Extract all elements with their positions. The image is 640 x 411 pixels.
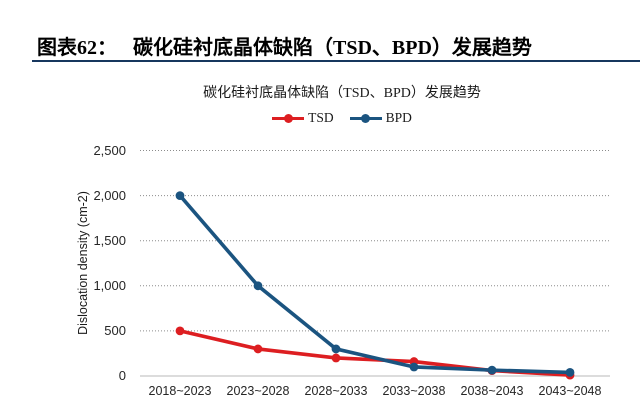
x-tick-label: 2043~2048 — [538, 384, 602, 398]
y-tick-label: 2,500 — [93, 142, 126, 158]
y-tick-label: 1,500 — [93, 232, 126, 248]
chart-title: 碳化硅衬底晶体缺陷（TSD、BPD）发展趋势 — [203, 86, 481, 101]
bpd-point — [331, 344, 341, 354]
x-tick-label: 2028~2033 — [304, 384, 368, 398]
x-tick-label: 2038~2043 — [460, 384, 524, 398]
figure-header: 图表62： 碳化硅衬底晶体缺陷（TSD、BPD）发展趋势 — [37, 31, 532, 60]
bpd-point — [565, 367, 575, 377]
legend-dot — [283, 113, 293, 123]
bpd-point — [409, 362, 419, 372]
bpd-point — [253, 281, 263, 291]
y-tick-label: 2,000 — [93, 187, 126, 203]
header-underline — [32, 60, 640, 62]
legend-label: BPD — [385, 110, 412, 125]
bpd-point — [175, 191, 185, 201]
tsd-line — [179, 329, 571, 377]
legend-item-tsd: TSD — [272, 110, 334, 126]
x-tick-label: 2018~2023 — [148, 384, 212, 398]
chart-legend: TSD BPD — [80, 110, 604, 126]
tsd-point — [253, 344, 263, 354]
figure-title: 碳化硅衬底晶体缺陷（TSD、BPD）发展趋势 — [133, 37, 532, 59]
x-tick-label: 2033~2038 — [382, 384, 446, 398]
tsd-point — [175, 326, 185, 336]
bpd-line — [178, 194, 571, 375]
bpd-point — [487, 365, 497, 375]
legend-marker-icon — [272, 112, 305, 124]
figure-number-label: 图表62： — [37, 37, 117, 59]
legend-marker-icon — [349, 112, 382, 124]
x-tick-label: 2023~2028 — [226, 384, 290, 398]
y-tick-label: 1,000 — [93, 277, 126, 293]
tsd-point — [331, 353, 341, 363]
y-tick-label: 0 — [118, 368, 126, 383]
legend-item-bpd: BPD — [349, 110, 412, 126]
legend-label: TSD — [308, 110, 334, 125]
legend-dot — [361, 113, 371, 123]
y-tick-label: 500 — [104, 322, 126, 338]
